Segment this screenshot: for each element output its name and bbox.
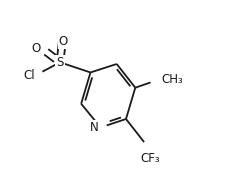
Text: O: O <box>31 42 40 55</box>
Text: O: O <box>58 35 68 48</box>
Text: S: S <box>56 56 63 69</box>
Text: CH₃: CH₃ <box>161 73 183 86</box>
Text: CF₃: CF₃ <box>140 152 160 165</box>
Text: N: N <box>90 121 98 134</box>
Text: Cl: Cl <box>23 69 35 82</box>
